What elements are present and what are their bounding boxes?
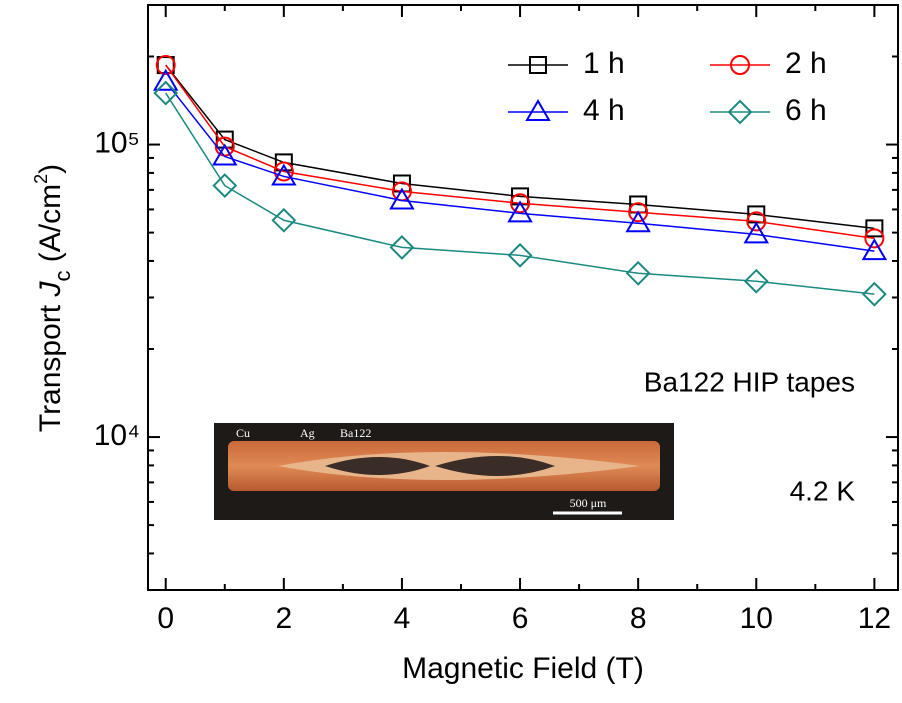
marker bbox=[389, 234, 415, 260]
x-tick-label: 8 bbox=[630, 602, 647, 635]
x-axis-title: Magnetic Field (T) bbox=[402, 652, 644, 685]
x-tick-label: 10 bbox=[740, 602, 773, 635]
legend-label: 1 h bbox=[583, 47, 625, 80]
y-axis-title: Transport Jc (A/cm2) bbox=[31, 164, 76, 432]
marker bbox=[511, 187, 530, 206]
marker bbox=[212, 143, 238, 166]
legend-marker bbox=[727, 99, 753, 125]
marker bbox=[212, 173, 238, 198]
legend-label: 4 h bbox=[583, 94, 625, 127]
marker bbox=[152, 68, 179, 91]
inset-label: 500 μm bbox=[570, 496, 607, 510]
legend-marker bbox=[730, 55, 750, 75]
series-line bbox=[165, 81, 875, 252]
marker bbox=[274, 153, 293, 172]
series-line bbox=[165, 92, 875, 295]
marker bbox=[625, 260, 651, 286]
y-axis-title-part: 2 bbox=[31, 174, 51, 184]
marker bbox=[743, 221, 770, 244]
x-tick-label: 4 bbox=[394, 602, 411, 635]
x-tick-label: 6 bbox=[512, 602, 529, 635]
y-axis-title-part: Transport bbox=[34, 297, 67, 433]
x-tick-label: 2 bbox=[275, 602, 292, 635]
y-axis-title-part: (A/cm bbox=[34, 184, 67, 271]
y-tick-label: 10⁵ bbox=[94, 126, 140, 159]
legend-marker bbox=[525, 99, 551, 121]
annotation: Ba122 HIP tapes bbox=[644, 366, 855, 397]
marker bbox=[153, 80, 179, 106]
marker bbox=[507, 200, 533, 223]
legend-label: 2 h bbox=[785, 47, 827, 80]
marker bbox=[746, 211, 767, 232]
inset-label: Cu bbox=[236, 426, 250, 440]
marker bbox=[215, 130, 234, 149]
marker bbox=[865, 219, 884, 238]
marker bbox=[273, 161, 294, 182]
y-axis-title-part: ) bbox=[34, 164, 67, 174]
y-axis-title-part: J bbox=[34, 281, 67, 298]
y-axis-title-part: c bbox=[50, 271, 75, 282]
marker bbox=[271, 207, 297, 233]
marker bbox=[864, 228, 885, 249]
inset-micrograph bbox=[214, 423, 674, 520]
marker bbox=[389, 187, 415, 210]
x-tick-label: 0 bbox=[157, 602, 174, 635]
y-tick-label: 10⁴ bbox=[94, 419, 140, 452]
annotation: 4.2 K bbox=[790, 475, 856, 506]
marker bbox=[861, 238, 888, 261]
legend-label: 6 h bbox=[785, 94, 827, 127]
marker bbox=[625, 210, 651, 233]
marker bbox=[743, 268, 769, 294]
marker bbox=[510, 193, 531, 214]
x-tick-label: 12 bbox=[858, 602, 891, 635]
marker bbox=[507, 242, 533, 268]
series-line bbox=[165, 64, 875, 240]
series-line bbox=[165, 64, 875, 230]
legend-marker bbox=[529, 56, 547, 74]
marker bbox=[628, 202, 649, 223]
marker bbox=[155, 55, 176, 76]
inset-label: Ag bbox=[300, 426, 315, 440]
marker bbox=[861, 281, 887, 307]
marker bbox=[271, 163, 297, 186]
inset-label: Ba122 bbox=[340, 426, 371, 440]
